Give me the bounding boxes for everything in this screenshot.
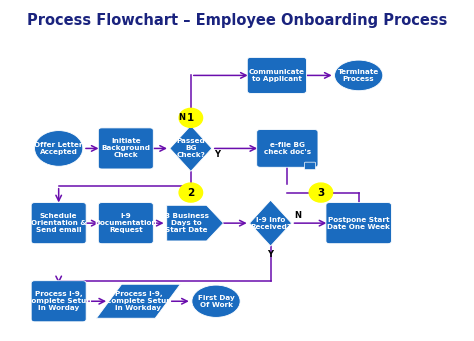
Text: I-9
Documentation
Request: I-9 Documentation Request: [94, 213, 157, 233]
FancyBboxPatch shape: [98, 203, 153, 244]
Text: I-9 Info
Received?: I-9 Info Received?: [250, 217, 291, 229]
Text: Y: Y: [267, 250, 273, 259]
FancyBboxPatch shape: [98, 128, 153, 169]
Circle shape: [179, 183, 202, 202]
Text: Passed
BG
Check?: Passed BG Check?: [176, 138, 205, 159]
Polygon shape: [170, 125, 212, 171]
Polygon shape: [250, 200, 292, 246]
Text: Process Flowchart – Employee Onboarding Process: Process Flowchart – Employee Onboarding …: [27, 13, 447, 28]
Text: Y: Y: [214, 150, 220, 159]
Text: Initiate
Background
Check: Initiate Background Check: [101, 138, 150, 159]
Polygon shape: [96, 284, 180, 318]
Text: Process I-9,
Complete Setup
In Worday: Process I-9, Complete Setup In Worday: [26, 291, 91, 311]
Ellipse shape: [35, 131, 83, 166]
Text: Schedule
Orientation &
Send email: Schedule Orientation & Send email: [31, 213, 86, 233]
Polygon shape: [167, 205, 223, 241]
FancyBboxPatch shape: [257, 130, 318, 167]
Text: e-file BG
check doc's: e-file BG check doc's: [264, 142, 311, 155]
FancyBboxPatch shape: [31, 281, 86, 322]
Text: Process I-9,
Complete Setup
in Workday: Process I-9, Complete Setup in Workday: [106, 291, 171, 311]
Text: N: N: [294, 211, 301, 220]
Text: Terminate
Process: Terminate Process: [338, 69, 379, 82]
Ellipse shape: [335, 60, 383, 91]
Text: Postpone Start
Date One Week: Postpone Start Date One Week: [327, 217, 390, 229]
Text: 3: 3: [317, 188, 325, 197]
FancyBboxPatch shape: [247, 57, 307, 93]
Text: 3 Business
Days to
Start Date: 3 Business Days to Start Date: [164, 213, 209, 233]
Text: Offer Letter
Accepted: Offer Letter Accepted: [35, 142, 83, 155]
Text: 1: 1: [187, 113, 194, 123]
Circle shape: [309, 183, 333, 202]
FancyBboxPatch shape: [326, 203, 392, 244]
Text: First Day
Of Work: First Day Of Work: [198, 295, 235, 308]
Text: 2: 2: [187, 188, 194, 197]
Ellipse shape: [192, 285, 240, 317]
FancyBboxPatch shape: [305, 162, 316, 170]
Text: Communicate
to Applicant: Communicate to Applicant: [249, 69, 305, 82]
Text: N: N: [178, 113, 185, 121]
FancyBboxPatch shape: [31, 203, 86, 244]
Circle shape: [179, 108, 202, 128]
